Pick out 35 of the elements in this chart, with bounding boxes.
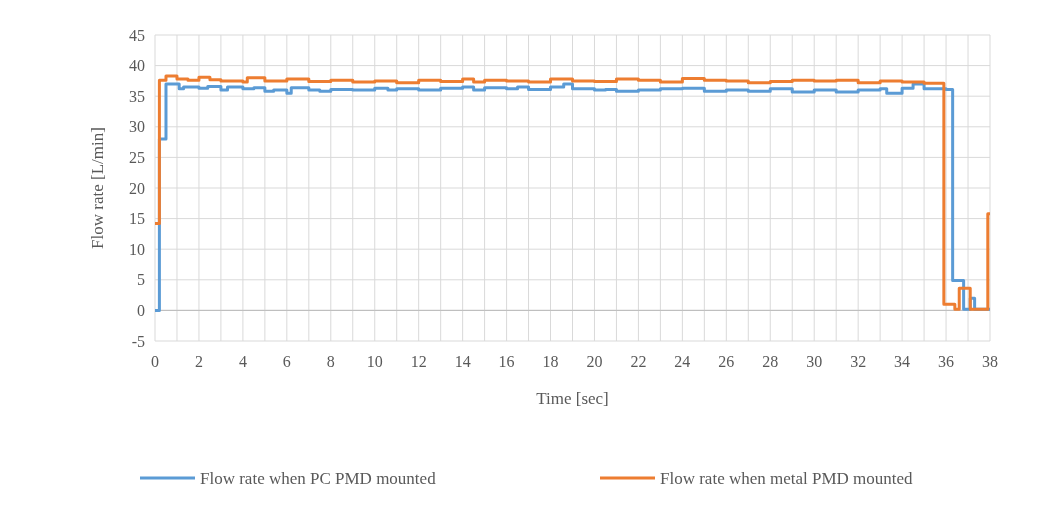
x-tick-label: 4 bbox=[238, 352, 247, 370]
legend-label: Flow rate when PC PMD mounted bbox=[200, 468, 437, 488]
y-tick-label: 25 bbox=[129, 149, 145, 166]
x-tick-label: 28 bbox=[762, 352, 779, 370]
x-tick-label: 36 bbox=[938, 352, 955, 370]
y-tick-label: 35 bbox=[129, 87, 145, 105]
x-tick-label: 8 bbox=[326, 352, 335, 370]
x-tick-label: 18 bbox=[542, 352, 559, 370]
y-tick-label: -5 bbox=[131, 332, 145, 350]
y-tick-label: 40 bbox=[129, 57, 145, 75]
x-axis-title: Time [sec] bbox=[536, 389, 609, 408]
x-tick-label: 20 bbox=[586, 352, 603, 370]
x-tick-label: 26 bbox=[718, 352, 735, 370]
x-tick-label: 0 bbox=[151, 352, 159, 370]
x-tick-label: 22 bbox=[630, 352, 647, 370]
x-tick-label: 24 bbox=[674, 352, 691, 370]
x-tick-label: 32 bbox=[850, 352, 867, 370]
y-tick-label: 20 bbox=[129, 179, 145, 197]
y-tick-label: 0 bbox=[137, 302, 145, 319]
y-tick-label: 30 bbox=[129, 118, 145, 136]
x-tick-label: 38 bbox=[982, 352, 998, 370]
x-tick-label: 6 bbox=[282, 352, 291, 370]
y-tick-label: 10 bbox=[129, 240, 145, 258]
y-tick-label: 45 bbox=[129, 26, 145, 44]
y-axis-title: Flow rate [L/min] bbox=[88, 127, 107, 249]
x-tick-label: 30 bbox=[806, 352, 823, 370]
y-tick-label: 5 bbox=[137, 271, 145, 289]
y-tick-label: 15 bbox=[129, 210, 145, 228]
x-tick-label: 12 bbox=[410, 352, 427, 370]
x-tick-label: 10 bbox=[366, 352, 383, 370]
x-tick-label: 2 bbox=[194, 352, 203, 370]
x-tick-label: 16 bbox=[498, 352, 515, 370]
x-tick-label: 34 bbox=[894, 352, 911, 370]
legend-label: Flow rate when metal PMD mounted bbox=[660, 468, 914, 488]
x-tick-label: 14 bbox=[454, 352, 471, 370]
